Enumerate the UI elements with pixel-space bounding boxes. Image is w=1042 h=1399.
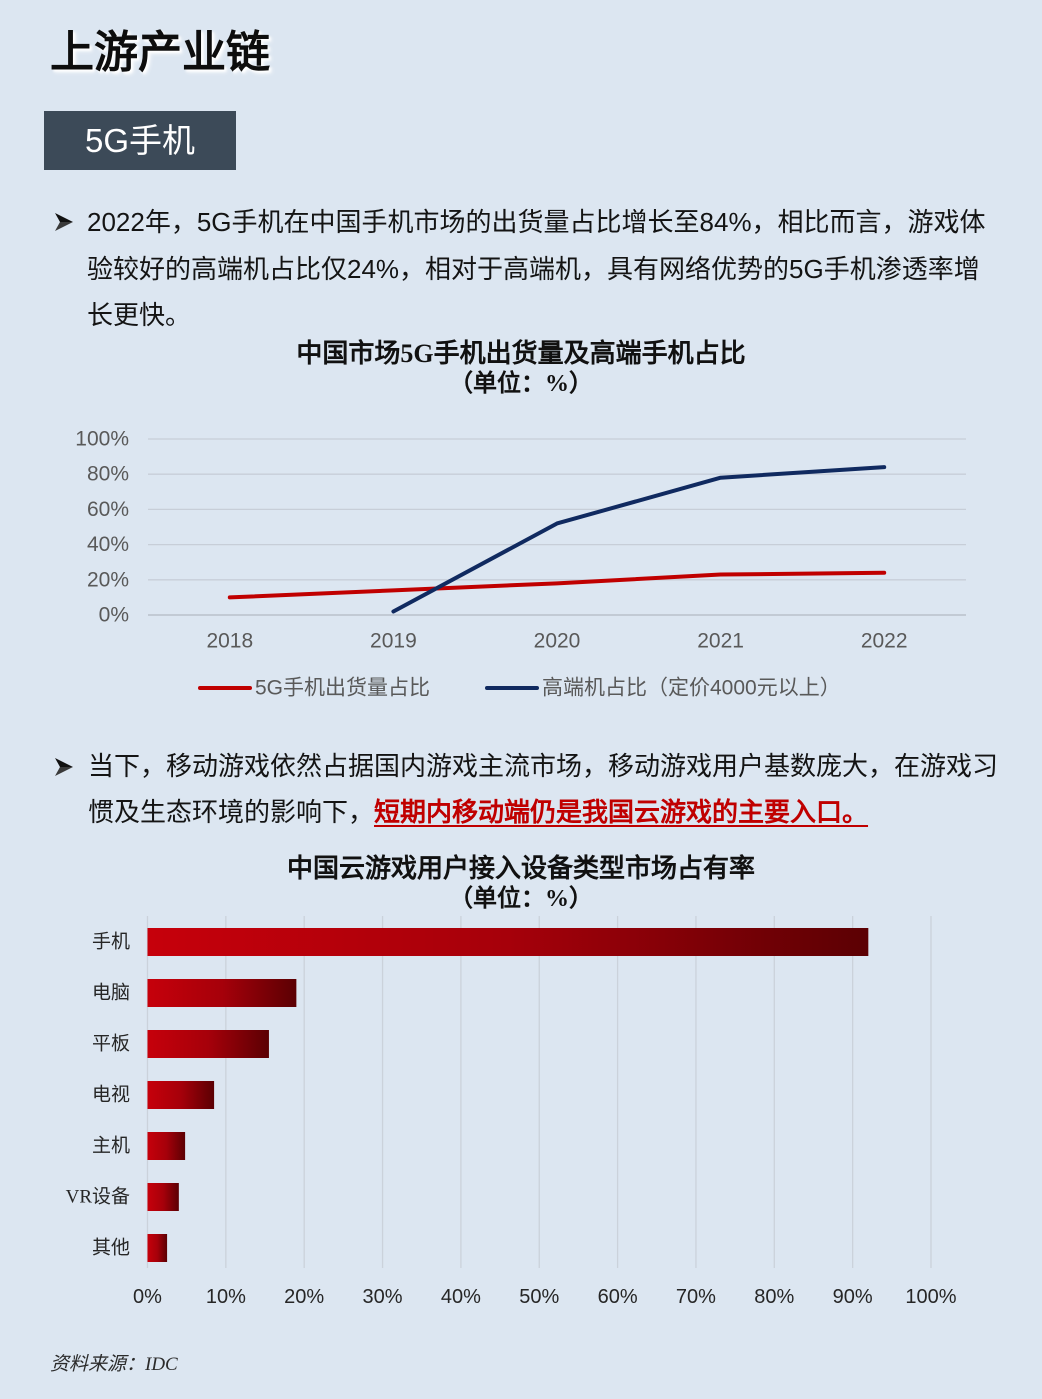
x-tick-label: 2021: [697, 630, 744, 653]
category-label: 电脑: [92, 982, 130, 1004]
bullet-paragraph: 当下，移动游戏依然占据国内游戏主流市场，移动游戏用户基数庞大，在游戏习 惯及生态…: [88, 744, 998, 836]
category-label: VR设备: [66, 1186, 130, 1208]
x-tick-label: 40%: [441, 1286, 481, 1308]
x-tick-label: 0%: [133, 1286, 162, 1308]
source-note: 资料来源：IDC: [50, 1354, 178, 1375]
x-tick-label: 30%: [363, 1286, 403, 1308]
bar: [147, 928, 869, 956]
bar: [147, 1183, 179, 1211]
bar-chart-title-block: 中国云游戏用户接入设备类型市场占有率 （单位：%）: [0, 853, 1042, 915]
bar-chart: 0% 10% 20% 30% 40% 50% 60% 70% 80% 90% 100% 手机电脑平板电…: [66, 916, 957, 1308]
x-tick-label: 80%: [754, 1286, 794, 1308]
bullet-line: 当下，移动游戏依然占据国内游戏主流市场，移动游戏用户基数庞大，在游戏习: [88, 752, 999, 781]
legend-label: 5G手机出货量占比: [255, 677, 430, 700]
category-label: 电视: [92, 1084, 130, 1106]
bullet-line-text: 惯及生态环境的影响下，: [88, 798, 375, 827]
section-tag: 5G手机: [44, 111, 236, 170]
chart-title: 中国云游戏用户接入设备类型市场占有率: [286, 854, 755, 883]
x-tick-label: 70%: [676, 1286, 716, 1308]
chart-title: 中国市场5G手机出货量及高端手机占比: [296, 339, 746, 368]
bullet-arrow-icon: [55, 758, 73, 776]
category-label: 平板: [92, 1033, 130, 1055]
y-tick-label: 0%: [99, 604, 129, 627]
category-label: 手机: [92, 931, 130, 953]
y-tick-label: 100%: [75, 428, 129, 451]
category-label: 其他: [92, 1237, 130, 1259]
x-tick-label: 10%: [206, 1286, 246, 1308]
x-tick-label: 2022: [861, 630, 908, 653]
y-tick-label: 60%: [87, 498, 129, 521]
bullet-line: 验较好的高端机占比仅24%，相对于高端机，具有网络优势的5G手机渗透率增: [87, 253, 980, 284]
bullet-line: 2022年，5G手机在中国手机市场的出货量占比增长至84%，相比而言，游戏体: [87, 207, 986, 237]
bullet-arrow-icon: [55, 213, 73, 231]
bullet-line: 长更快。: [87, 300, 192, 330]
bar: [147, 1030, 269, 1058]
bar: [147, 1081, 215, 1109]
y-tick-label: 80%: [87, 463, 129, 486]
x-gridlines: [146, 916, 932, 1268]
highlighted-conclusion: 短期内移动端仍是我国云游戏的主要入口。: [374, 798, 869, 827]
x-tick-label: 90%: [833, 1286, 873, 1308]
page-title: 上游产业链: [50, 28, 270, 77]
bullet-paragraph: 2022年，5G手机在中国手机市场的出货量占比增长至84%，相比而言，游戏体 验…: [87, 199, 986, 339]
line-chart-title-block: 中国市场5G手机出货量及高端手机占比 （单位：%）: [0, 338, 1042, 400]
category-label: 主机: [92, 1135, 130, 1157]
x-tick-label: 50%: [519, 1286, 559, 1308]
series-line-2: [391, 465, 887, 614]
y-tick-label: 40%: [87, 533, 129, 556]
bullet-line: 惯及生态环境的影响下，短期内移动端仍是我国云游戏的主要入口。: [88, 790, 998, 836]
x-tick-label: 2019: [370, 630, 417, 653]
series-line-1: [227, 570, 887, 600]
x-tick-label: 60%: [598, 1286, 638, 1308]
x-tick-label: 100%: [905, 1286, 956, 1308]
line-chart: 0% 20% 40% 60% 80% 100% 2018 2019 2020 2021 2022 5G…: [75, 428, 966, 700]
x-tick-label: 20%: [284, 1286, 324, 1308]
bar: [147, 1132, 186, 1160]
y-tick-label: 20%: [87, 568, 129, 591]
legend-label: 高端机占比（定价4000元以上）: [542, 677, 841, 700]
x-tick-label: 2018: [206, 630, 253, 653]
chart-subtitle: （单位：%）: [449, 371, 593, 397]
x-tick-label: 2020: [534, 630, 581, 653]
chart-subtitle: （单位：%）: [449, 886, 593, 912]
bar: [147, 1234, 168, 1262]
bar: [147, 979, 297, 1007]
y-gridlines: [148, 438, 966, 616]
